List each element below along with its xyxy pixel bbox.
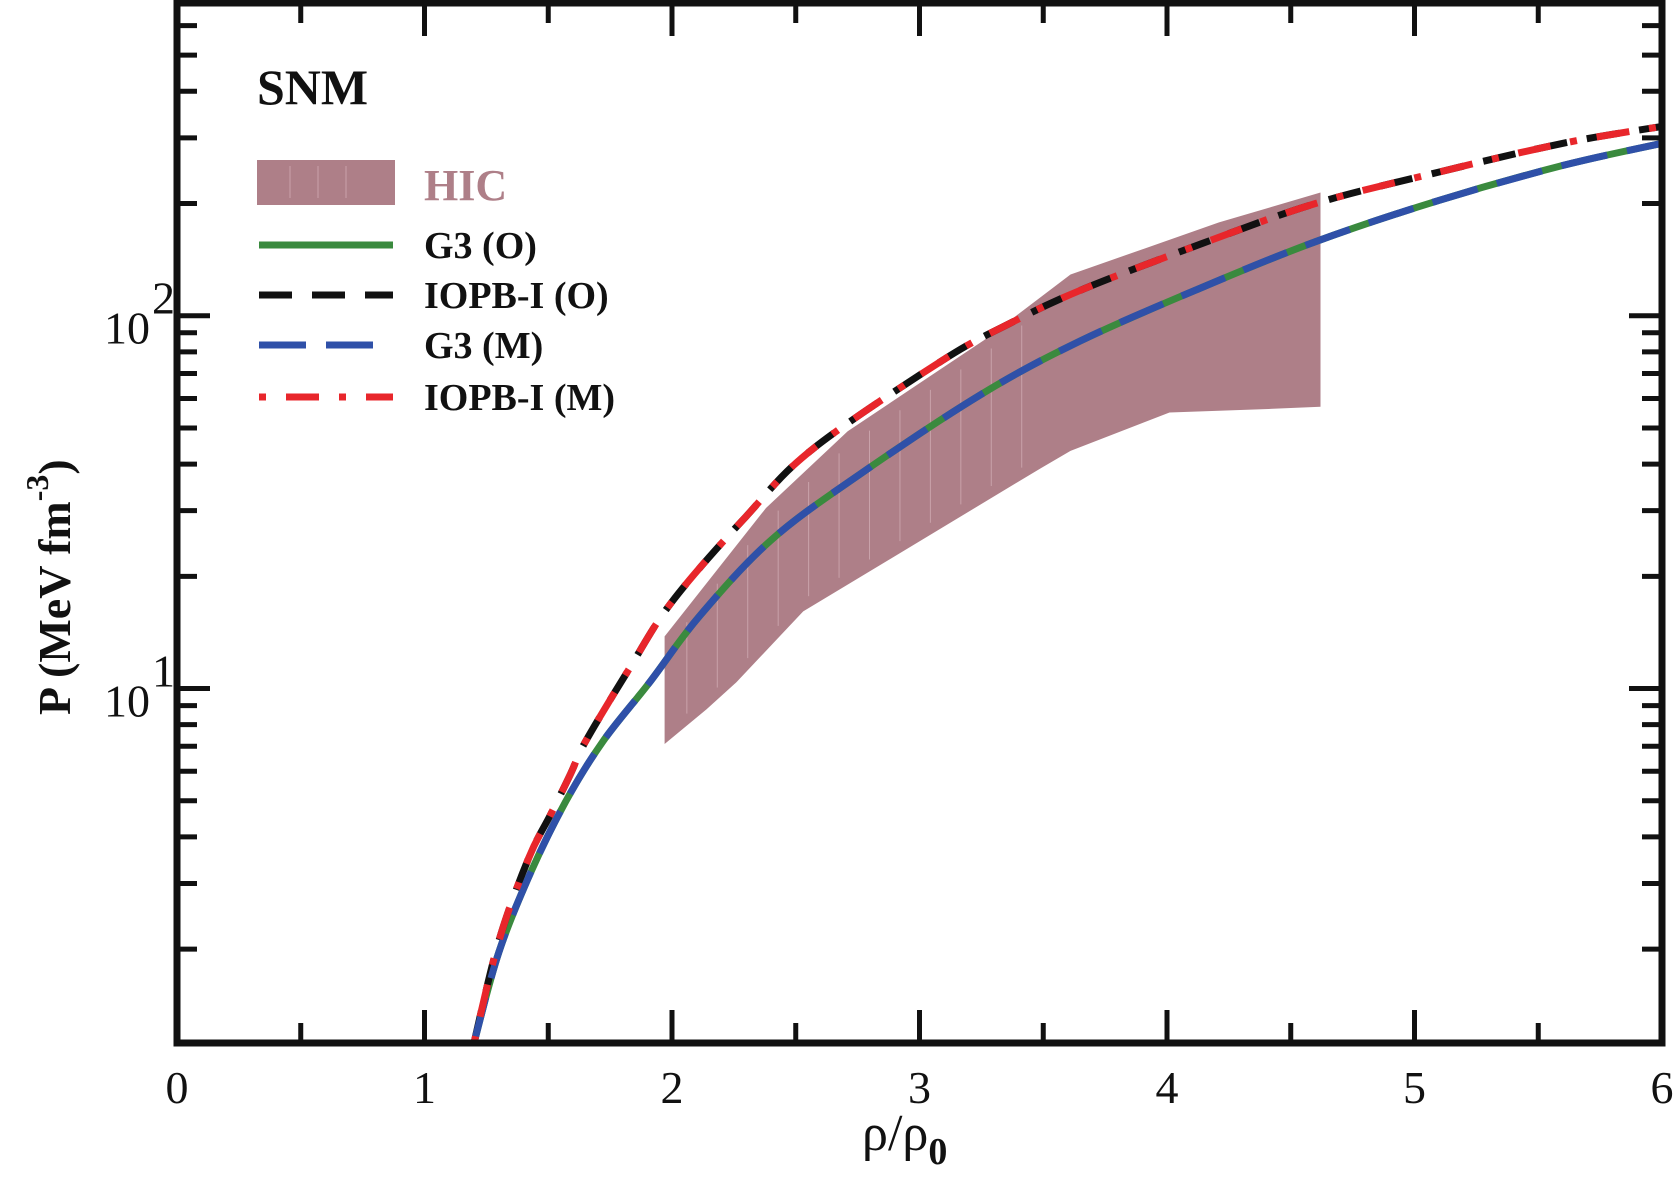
x-axis-title-subscript: 0 (928, 1131, 947, 1173)
legend-item-hic: HIC (257, 160, 507, 210)
x-tick-label: 5 (1403, 1062, 1426, 1113)
legend-label-iopb-o: IOPB-I (O) (424, 275, 609, 317)
x-tick-label: 1 (413, 1062, 436, 1113)
series-g3-m (470, 139, 1662, 1043)
hic-band (664, 192, 1321, 744)
x-tick-label: 2 (661, 1062, 684, 1113)
y-axis-title-superscript: -3 (19, 475, 55, 502)
legend: HIC G3 (O) IOPB-I (O) G3 (M) IOPB-I (M) (257, 160, 615, 419)
series-layer (470, 122, 1662, 1043)
hic-band-layer (664, 192, 1321, 744)
x-tick-label: 6 (1651, 1062, 1674, 1113)
legend-swatch-hic (257, 160, 395, 205)
y-axis-title-main: P (MeV fm (29, 501, 80, 715)
legend-item-iopb-m: IOPB-I (M) (259, 377, 615, 419)
y-axis-title-close: ) (29, 459, 80, 474)
legend-label-iopb-m: IOPB-I (M) (424, 377, 615, 419)
x-axis-title-main: ρ/ρ (862, 1105, 928, 1162)
y-tick-label: 10 (104, 303, 150, 354)
legend-label-g3-m: G3 (M) (424, 325, 543, 367)
chart-title: SNM (257, 59, 368, 115)
legend-item-iopb-o: IOPB-I (O) (259, 275, 609, 317)
legend-item-g3-m: G3 (M) (259, 325, 543, 367)
legend-label-hic: HIC (424, 161, 507, 210)
plot-frame (173, 0, 1666, 1047)
series-iopb-o (470, 122, 1662, 1043)
y-axis-title: P (MeV fm-3) (19, 459, 80, 715)
y-tick-label: 10 (104, 676, 150, 727)
x-tick-label: 4 (1156, 1062, 1179, 1113)
x-tick-label: 0 (166, 1062, 189, 1113)
y-tick-label-exponent: 2 (152, 273, 175, 324)
legend-label-g3-o: G3 (O) (424, 225, 537, 267)
y-tick-label-exponent: 1 (152, 646, 175, 697)
x-axis-title: ρ/ρ0 (862, 1105, 947, 1173)
series-iopb-m (470, 122, 1662, 1043)
legend-item-g3-o: G3 (O) (259, 225, 537, 267)
x-tick-label: 3 (908, 1062, 931, 1113)
